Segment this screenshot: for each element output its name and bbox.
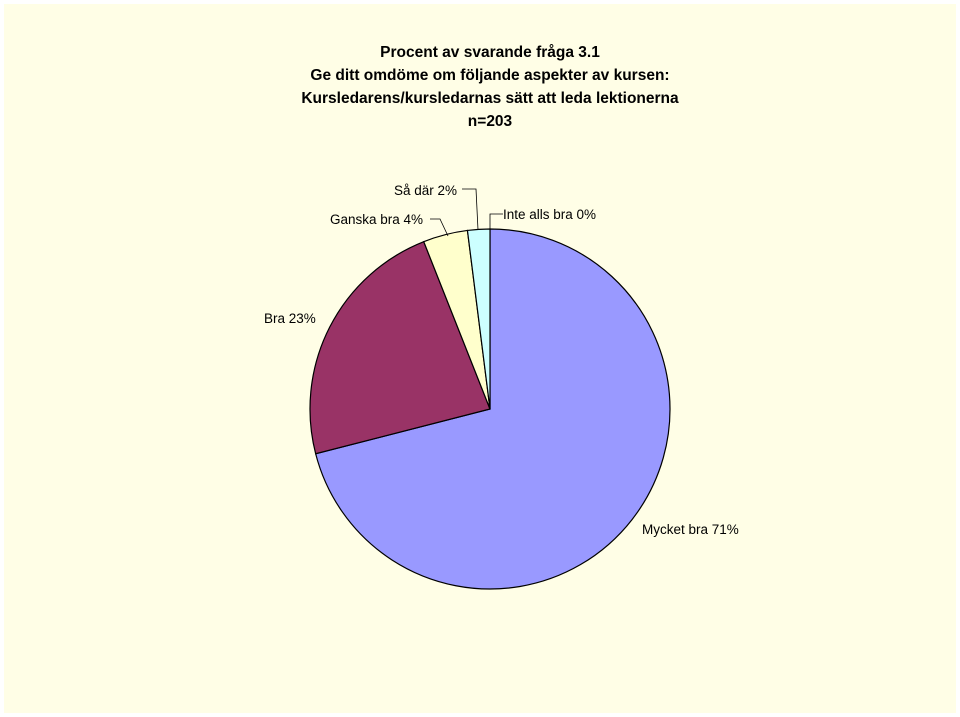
slice-label-sa-dar: Så där 2% — [394, 183, 457, 198]
slice-label-bra: Bra 23% — [264, 311, 316, 326]
leader-inte-alls-bra — [489, 213, 503, 229]
leader-ganska-bra — [430, 218, 449, 237]
chart-title-line-1: Procent av svarande fråga 3.1 — [380, 44, 600, 61]
pie-slice-bra — [309, 240, 491, 455]
slice-label-mycket-bra: Mycket bra 71% — [642, 522, 739, 537]
pie-slice-mycket-bra — [314, 228, 671, 590]
chart-title-line-3: Kursledarens/kursledarnas sätt att leda … — [301, 90, 679, 107]
slice-label-ganska-bra: Ganska bra 4% — [330, 212, 423, 227]
chart-title-line-4: n=203 — [467, 113, 513, 130]
chart-title-line-2: Ge ditt omdöme om följande aspekter av k… — [310, 67, 670, 84]
leader-sa-dar — [462, 188, 479, 231]
slice-label-inte-alls-bra: Inte alls bra 0% — [503, 207, 596, 222]
